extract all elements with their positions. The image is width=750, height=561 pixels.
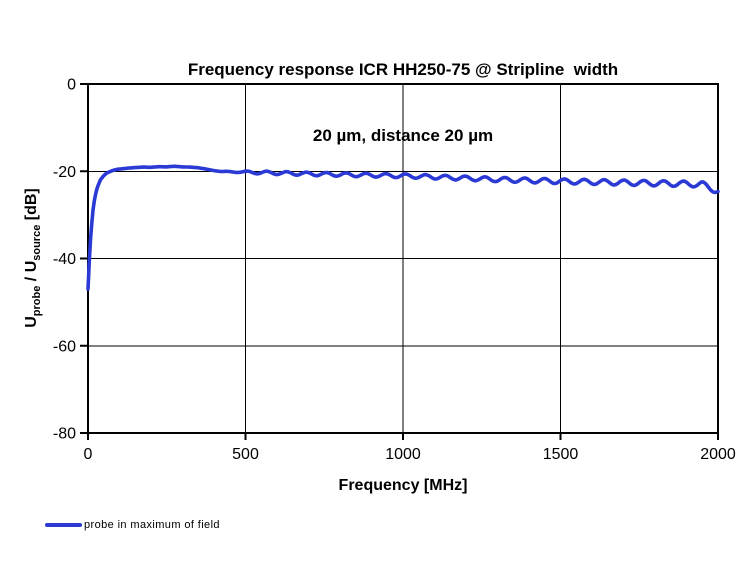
response-curve — [86, 164, 720, 291]
x-tick-label: 0 — [84, 446, 93, 463]
chart-title: Frequency response ICR HH250-75 @ Stripl… — [88, 15, 718, 169]
legend-line-swatch — [45, 523, 82, 527]
tick-labels: 0 500 1000 1500 2000 0 -20 -40 -60 -80 — [53, 77, 736, 464]
axis-ticks — [80, 83, 719, 440]
y-tick-label: -80 — [53, 426, 76, 443]
x-axis-label: Frequency [MHz] — [338, 477, 468, 494]
chart-title-line2: 20 µm, distance 20 µm — [312, 126, 494, 145]
x-tick-label: 2000 — [700, 446, 736, 463]
legend-label: probe in maximum of field — [84, 519, 220, 531]
y-tick-label: -20 — [53, 164, 76, 181]
gridlines — [88, 84, 718, 433]
y-tick-label: -60 — [53, 338, 76, 355]
x-tick-label: 1500 — [543, 446, 579, 463]
x-tick-label: 1000 — [385, 446, 421, 463]
chart-title-line1: Frequency response ICR HH250-75 @ Stripl… — [187, 60, 619, 79]
legend: probe in maximum of field — [45, 519, 220, 531]
x-tick-label: 500 — [232, 446, 259, 463]
y-tick-label: -40 — [53, 251, 76, 268]
y-tick-label: 0 — [67, 77, 76, 94]
